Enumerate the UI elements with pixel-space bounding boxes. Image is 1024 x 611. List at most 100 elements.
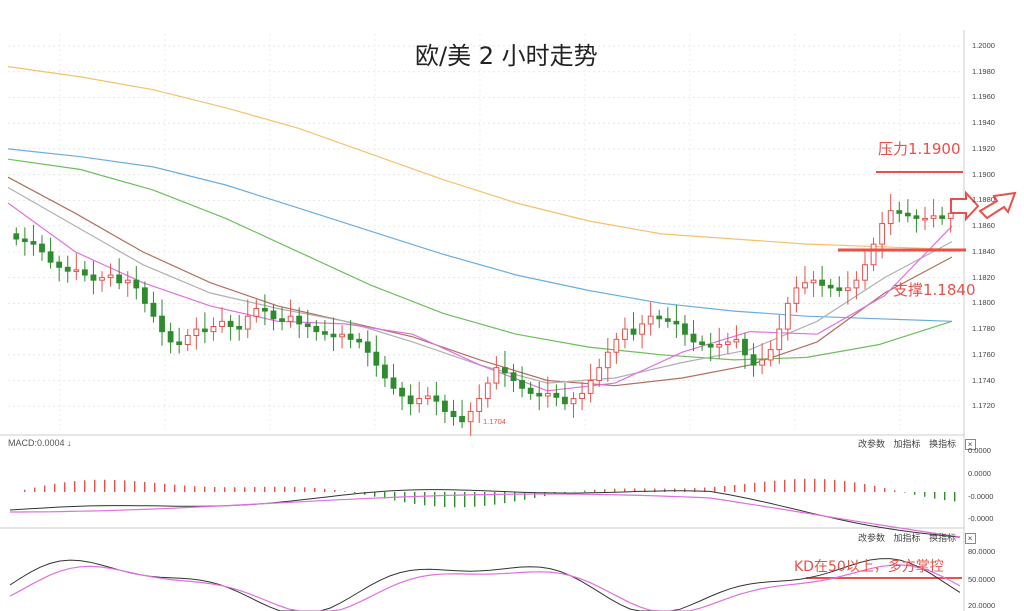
candle-body: [776, 328, 783, 351]
candle-body: [13, 233, 20, 240]
macd-histogram-bar: [394, 492, 396, 501]
candle-body: [201, 328, 208, 333]
kd-edit-params-link[interactable]: 改参数: [858, 533, 886, 543]
moving-average-lines: [7, 66, 953, 392]
macd-histogram-bar: [724, 485, 726, 492]
candle-body: [467, 410, 474, 423]
macd-switch-indicator-link[interactable]: 换指标: [929, 439, 957, 449]
candle-body: [853, 279, 860, 289]
candle-body: [913, 215, 920, 219]
macd-add-indicator-link[interactable]: 加指标: [893, 439, 921, 449]
support-label: 支撑1.1840: [893, 281, 976, 299]
macd-dif-line: [9, 489, 961, 538]
candle-body: [767, 349, 774, 361]
macd-histogram-bar: [124, 480, 126, 492]
candle-body: [604, 351, 611, 369]
kd-add-indicator-link[interactable]: 加指标: [893, 533, 921, 543]
macd-histogram-bar: [144, 481, 146, 492]
kd-note: KD在50以上，多方掌控: [794, 559, 944, 575]
candle-body: [450, 410, 457, 418]
candle-body: [930, 215, 937, 219]
macd-histogram-bar: [484, 492, 486, 506]
candle-body: [536, 392, 543, 397]
candle-body: [596, 367, 603, 382]
y-tick-label: 1.1840: [972, 246, 995, 256]
macd-histogram-bar: [464, 492, 466, 508]
y-tick-label: 1.1960: [972, 92, 995, 102]
macd-histogram-bar: [134, 481, 136, 492]
candle-body: [253, 307, 260, 317]
macd-histogram-bar: [834, 479, 836, 492]
candle-body: [802, 282, 808, 289]
macd-histogram-bar: [224, 487, 226, 492]
macd-histogram-bar: [594, 489, 596, 492]
macd-histogram-bar: [244, 487, 246, 492]
kd-switch-indicator-link[interactable]: 换指标: [929, 533, 957, 543]
kd-tick-label: 50.0000: [968, 575, 996, 584]
right-arrow-icon: [950, 190, 980, 222]
macd-histogram-bar: [924, 492, 926, 497]
macd-histogram-bar: [474, 492, 476, 507]
candle-body: [416, 398, 423, 405]
macd-tick-label: -0.0000: [968, 514, 994, 523]
macd-histogram-bar: [354, 492, 356, 493]
candle-body: [622, 328, 628, 340]
macd-histogram-bar: [814, 478, 816, 492]
kd-d-line: [9, 564, 961, 611]
kd-tick-label: 80.0000: [968, 547, 996, 556]
macd-close-button[interactable]: ×: [964, 439, 976, 450]
candle-body: [424, 395, 431, 400]
macd-histogram-bar: [214, 487, 216, 492]
candle-body: [939, 215, 946, 219]
macd-edit-params-link[interactable]: 改参数: [858, 439, 886, 449]
macd-histogram-bar: [954, 492, 956, 502]
candle-body: [382, 364, 388, 379]
macd-histogram-bar: [624, 488, 626, 492]
macd-histogram-bar: [894, 490, 896, 492]
candle-body: [116, 274, 123, 284]
candle-body: [270, 310, 277, 320]
macd-histogram-bar: [64, 482, 66, 492]
macd-histogram-bar: [634, 488, 636, 492]
candle-body: [390, 377, 397, 389]
candle-body: [150, 302, 157, 317]
candle-body: [690, 333, 697, 343]
candle-body: [819, 279, 826, 286]
candle-body: [39, 243, 45, 253]
macd-histogram-bar: [744, 483, 746, 492]
y-tick-label: 1.1940: [972, 118, 995, 128]
y-tick-label: 1.1860: [972, 221, 995, 231]
candle-body: [399, 387, 405, 397]
macd-histogram-bar: [114, 479, 116, 492]
kd-k-line: [9, 558, 961, 611]
candle-body: [261, 307, 268, 312]
candle-body: [759, 359, 766, 366]
kd-close-button[interactable]: ×: [964, 533, 976, 544]
candle-body: [510, 372, 517, 382]
macd-histogram-bar: [844, 480, 846, 492]
macd-histogram-bar: [104, 479, 106, 492]
candle-body: [587, 380, 594, 394]
macd-histogram-bar: [234, 487, 236, 492]
macd-histogram-bar: [334, 489, 336, 492]
macd-histogram-bar: [584, 490, 586, 492]
macd-histogram-bar: [414, 492, 416, 504]
candle-body: [107, 274, 114, 279]
candle-body: [527, 387, 534, 394]
macd-histogram-bar: [674, 488, 676, 492]
macd-histogram-bar: [774, 480, 776, 492]
macd-histogram-bar: [304, 487, 306, 492]
macd-histogram-bar: [534, 492, 536, 498]
low-price-label: 1.1704: [483, 417, 506, 426]
candle-body: [184, 335, 191, 346]
candle-body: [30, 241, 37, 245]
macd-histogram-bar: [884, 488, 886, 492]
macd-histogram-bar: [174, 484, 176, 492]
macd-tick-label: 0.0000: [968, 469, 991, 478]
candle-body: [47, 251, 54, 263]
moving-average-line: [7, 202, 953, 392]
macd-histogram-bar: [934, 492, 936, 499]
candle-body: [784, 302, 791, 330]
candle-body: [99, 277, 105, 281]
candle-body: [836, 287, 843, 291]
